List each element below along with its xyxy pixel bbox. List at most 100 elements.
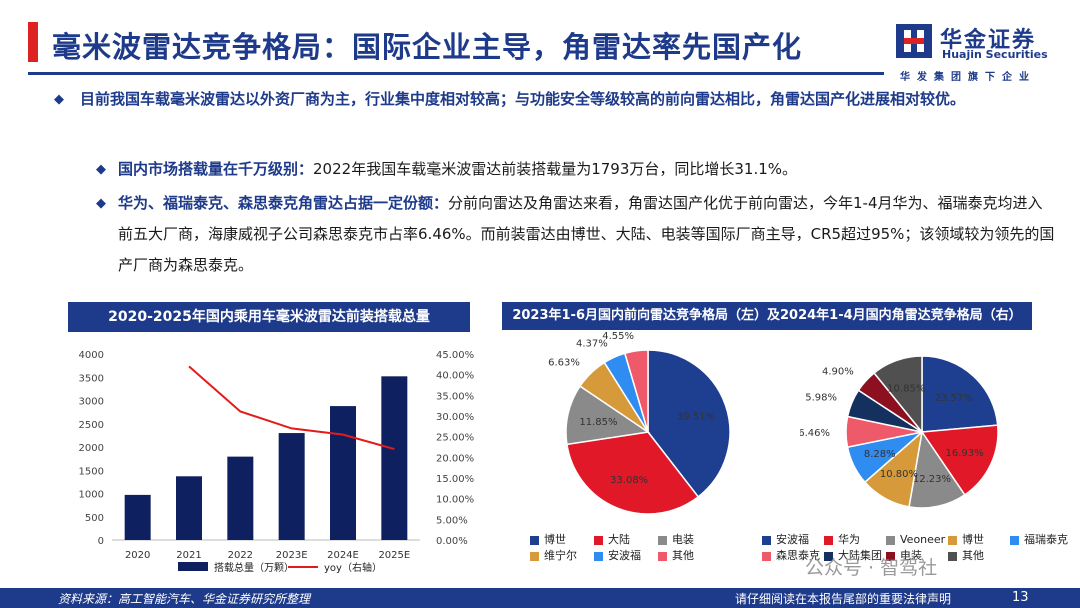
x-tick-label: 2022 (228, 550, 253, 561)
legend-label: 博世 (544, 533, 566, 546)
pie-slice (566, 431, 700, 515)
front-radar-legend: 博世 大陆 电装维宁尔 安波福 其他 (530, 532, 730, 564)
yoy-line (188, 365, 395, 451)
pie-value-label: 16.93% (946, 448, 984, 459)
logo-en-text: Huajin Securities (942, 48, 1048, 61)
legend-label: 维宁尔 (544, 549, 577, 562)
title-divider (28, 72, 884, 75)
legend-item: 安波福 (594, 548, 658, 564)
logo-subtitle: 华发集团旗下企业 (900, 72, 1036, 83)
legend-swatch (594, 551, 603, 561)
bar-line-chart: 0 500 1000 1500 2000 2500 3000 3500 4000 0.00% 5.0… (79, 350, 475, 574)
legend-label: 华为 (838, 533, 860, 546)
bullet-domestic-share-heading: 华为、福瑞泰克、森思泰克角雷达占据一定份额： (118, 194, 449, 212)
footer-bar: 资料来源：高工智能汽车、华金证券研究所整理 请仔细阅读在本报告尾部的重要法律声明… (0, 588, 1080, 608)
legend-swatch (658, 551, 667, 561)
footer-source: 资料来源：高工智能汽车、华金证券研究所整理 (58, 592, 311, 606)
bar (278, 433, 305, 540)
legend-swatch (886, 535, 895, 545)
bullet-market-size: ◆ 国内市场搭载量在千万级别：2022年我国车载毫米波雷达前装搭载量为1793万… (96, 154, 1056, 185)
legend-label: 大陆 (608, 533, 630, 546)
diamond-bullet-icon: ◆ (96, 162, 106, 177)
legend-label: 安波福 (608, 549, 641, 562)
diamond-bullet-icon: ◆ (96, 196, 106, 211)
bar (227, 456, 254, 540)
legend-swatch (530, 535, 539, 545)
diamond-bullet-icon: ◆ (54, 92, 64, 107)
watermark: 公众号 · 智驾社 (805, 557, 938, 579)
y-tick-label: 2500 (79, 420, 104, 431)
pie-slice (565, 385, 651, 446)
pie-value-label: 6.46% (800, 428, 830, 439)
x-tick-label: 2025E (378, 550, 410, 561)
bullet-market-size-heading: 国内市场搭载量在千万级别： (118, 160, 314, 178)
pie-slice (908, 430, 966, 509)
y-tick-label: 0 (98, 536, 104, 547)
legend-item: 安波福 (762, 532, 824, 548)
legend-item: 电装 (658, 532, 722, 548)
corner-radar-legend: 安波福 华为 Veoneer 博世 福瑞泰克森思泰克 大陆集团 电装 其他 (762, 532, 1080, 564)
legend-item: 其他 (658, 548, 722, 564)
y-tick-label: 1500 (79, 466, 104, 477)
legend-label: Veoneer (900, 533, 946, 546)
company-logo: 华金证券 Huajin Securities 华发集团旗下企业 (892, 18, 1062, 83)
legend-item: 电装 (886, 548, 948, 564)
legend-swatch (886, 551, 895, 561)
pie-slice (873, 355, 923, 435)
pie-value-label: 4.90% (822, 366, 854, 377)
legend-swatch (824, 535, 833, 545)
legend-item: 福瑞泰克 (1010, 532, 1072, 548)
y2-tick-label: 35.00% (436, 391, 474, 402)
legend-bar-label: 搭载总量（万颗） (214, 561, 294, 574)
legend-label: 其他 (962, 549, 984, 562)
legend-item: 大陆 (594, 532, 658, 548)
legend-label: 森思泰克 (776, 549, 820, 562)
bullet-domestic-share: ◆ 华为、福瑞泰克、森思泰克角雷达占据一定份额：分前向雷达及角雷达来看，角雷达国… (96, 188, 1056, 281)
pie-value-label: 12.23% (913, 474, 951, 485)
bar (176, 476, 202, 540)
legend-item: Veoneer (886, 532, 948, 548)
pie-slice (623, 349, 649, 433)
y-tick-label: 500 (85, 513, 104, 524)
y-tick-label: 3500 (79, 373, 104, 384)
y2-tick-label: 20.00% (436, 453, 474, 464)
legend-item: 博世 (948, 532, 1010, 548)
legend-swatch (530, 551, 539, 561)
legend-label: 博世 (962, 533, 984, 546)
pie-value-label: 4.37% (576, 339, 608, 350)
y2-tick-label: 30.00% (436, 412, 474, 423)
bar (381, 376, 408, 540)
legend-label: 安波福 (776, 533, 809, 546)
legend-swatch (948, 535, 957, 545)
footer-disclaimer: 请仔细阅读在本报告尾部的重要法律声明 (735, 592, 952, 606)
logo-mark-icon (896, 24, 932, 58)
pie-value-label: 39.51% (677, 412, 715, 423)
x-tick-label: 2023E (276, 550, 308, 561)
y2-tick-label: 5.00% (436, 515, 468, 526)
pie-slice (921, 355, 999, 433)
pie-value-label: 5.98% (805, 393, 837, 404)
legend-label: 大陆集团 (838, 549, 882, 562)
legend-swatch (762, 535, 771, 545)
x-tick-label: 2020 (125, 550, 150, 561)
corner-radar-pie-chart: 23.57% 16.93% 12.23%10.80% 8.28% 6.46% 5.98% 4… (800, 355, 999, 509)
legend-label: 电装 (672, 533, 694, 546)
bar (330, 406, 356, 540)
legend-swatch (824, 551, 833, 561)
legend-item: 博世 (530, 532, 594, 548)
pie-slice (647, 349, 731, 498)
bullet-main: ◆ 目前我国车载毫米波雷达以外资厂商为主，行业集中度相对较高；与功能安全等级较高… (54, 84, 1054, 115)
legend-swatch (594, 535, 603, 545)
x-tick-label: 2021 (176, 550, 201, 561)
pie-value-label: 10.80% (880, 469, 918, 480)
y2-tick-label: 0.00% (436, 536, 468, 547)
pie-slice (920, 424, 999, 496)
legend-item: 其他 (948, 548, 1010, 564)
legend-label: 其他 (672, 549, 694, 562)
bullet-domestic-share-text: 分前向雷达及角雷达来看，角雷达国产化优于前向雷达，今年1-4月华为、福瑞泰克均进… (118, 194, 1055, 274)
legend-label: 福瑞泰克 (1024, 533, 1068, 546)
pie-value-label: 8.28% (864, 449, 896, 460)
y-tick-label: 3000 (79, 397, 104, 408)
title-accent-bar (28, 22, 38, 62)
pie-value-label: 6.63% (548, 358, 580, 369)
